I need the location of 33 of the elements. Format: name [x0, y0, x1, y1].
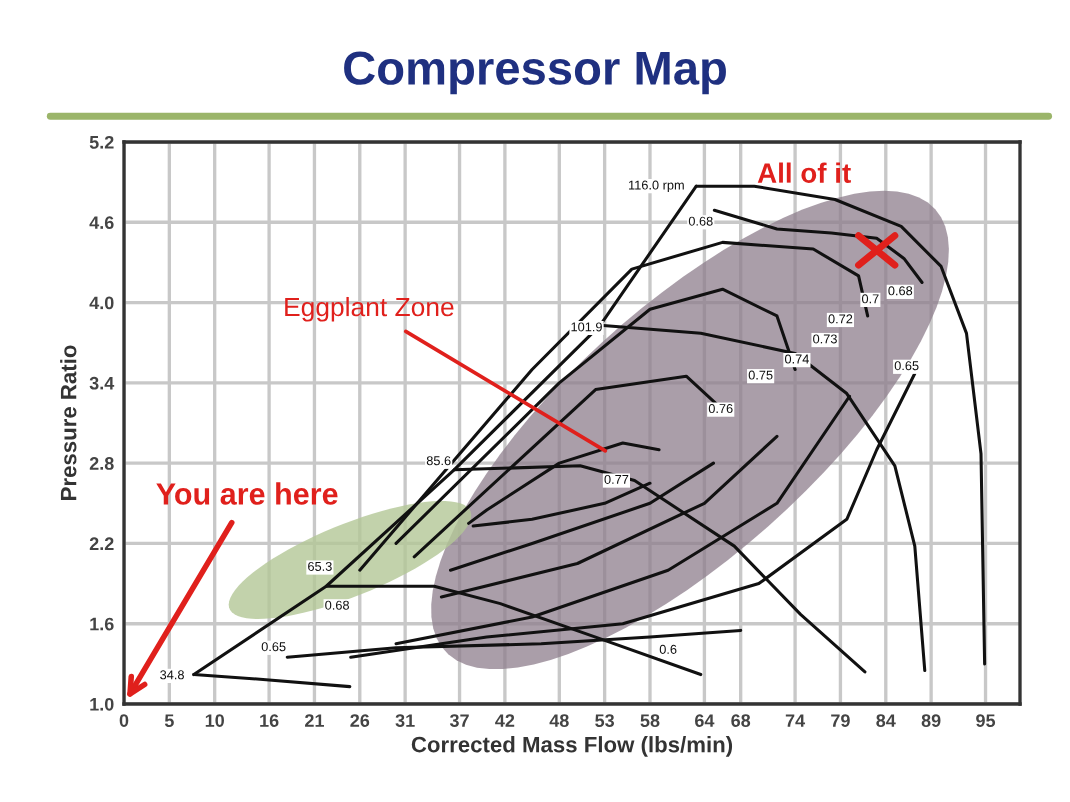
chart-title: Compressor Map [344, 51, 726, 95]
x-tick-label: 68 [731, 714, 751, 727]
x-tick-label: 53 [595, 714, 615, 728]
y-tick-label: 5.2 [89, 135, 114, 149]
x-tick-label: 79 [831, 714, 850, 727]
y-tick-label: 2.8 [89, 457, 114, 470]
x-tick-label: 0 [119, 714, 129, 727]
x-tick-label: 26 [350, 714, 370, 727]
y-tick-label: 1.0 [90, 697, 114, 711]
x-tick-label: 84 [876, 714, 896, 727]
x-tick-label: 74 [785, 714, 806, 727]
x-tick-label: 89 [921, 714, 941, 727]
x-tick-label: 37 [449, 714, 469, 728]
x-tick-label: 42 [495, 714, 515, 727]
annotation: Eggplant Zone [285, 296, 454, 322]
x-axis-title: Corrected Mass Flow (lbs/min) [411, 736, 733, 757]
x-tick-label: 5 [164, 714, 174, 727]
x-tick-label: 10 [205, 714, 224, 727]
y-axis-title: Pressure Ratio [60, 345, 77, 500]
x-tick-label: 64 [695, 714, 715, 727]
x-tick-label: 31 [395, 714, 415, 728]
y-tick-label: 4.0 [89, 296, 114, 310]
x-tick-label: 48 [549, 714, 569, 727]
x-tick-label: 58 [640, 714, 660, 727]
y-tick-label: 1.6 [90, 617, 114, 631]
annotation: All of it [757, 162, 851, 183]
y-tick-label: 2.2 [89, 537, 114, 550]
y-tick-label: 3.4 [89, 376, 115, 390]
x-tick-label: 95 [976, 714, 996, 727]
x-tick-label: 21 [305, 714, 324, 727]
x-tick-label: 16 [260, 714, 279, 727]
annotation: You are here [156, 482, 338, 505]
y-tick-label: 4.6 [89, 216, 114, 230]
